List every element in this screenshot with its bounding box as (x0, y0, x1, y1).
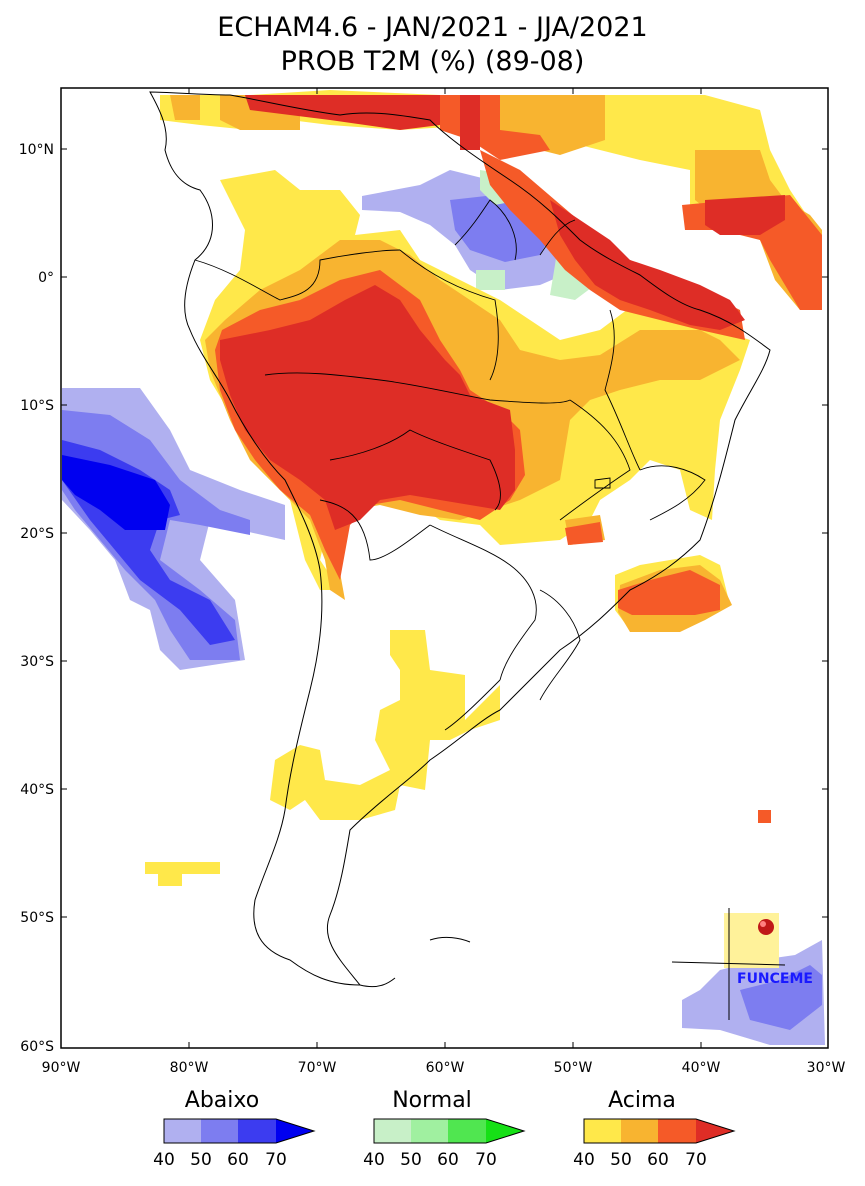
logo-text: FUNCEME (737, 971, 813, 987)
above-region-bolivia-redorange (565, 522, 603, 545)
above-region-north-red (460, 95, 480, 150)
legend-arrow (276, 1119, 314, 1143)
legend-ticks: 40 50 60 70 (573, 1150, 752, 1172)
above-region-caribbean-red (245, 95, 440, 130)
normal-region-small (476, 270, 505, 290)
above-region-patagonia-yellow (145, 862, 220, 886)
lon-label: 40°W (682, 1060, 721, 1076)
lat-label: 60°S (20, 1039, 54, 1055)
legend-ticks: 40 50 60 70 (363, 1150, 542, 1172)
legend-tick: 70 (685, 1150, 707, 1170)
legend-swatch (411, 1119, 448, 1143)
lat-label: 10°S (20, 398, 54, 414)
legend-arrow (696, 1119, 734, 1143)
funceme-logo: FUNCEME (671, 908, 813, 1020)
lon-label: 30°W (807, 1060, 846, 1076)
map-title-line-2: PROB T2M (%) (89-08) (280, 46, 585, 77)
legend-tick: 40 (153, 1150, 175, 1170)
legend-swatch (621, 1119, 658, 1143)
lon-label: 60°W (426, 1060, 465, 1076)
legend-ticks: 40 50 60 70 (153, 1150, 332, 1172)
legend-tick: 40 (363, 1150, 385, 1170)
lon-label: 80°W (170, 1060, 209, 1076)
legend-title: Acima (608, 1088, 676, 1113)
above-region-atlantic-red (705, 195, 785, 235)
lat-label: 20°S (20, 526, 54, 542)
legend-colorbar (373, 1118, 526, 1144)
legend-tick: 60 (437, 1150, 459, 1170)
lat-label: 40°S (20, 782, 54, 798)
legend-tick: 60 (227, 1150, 249, 1170)
above-region-caribbean-yellow (160, 90, 822, 300)
above-region-southatlantic-redorange (618, 570, 720, 615)
country-borders (194, 199, 706, 731)
longitude-labels: 90°W 80°W 70°W 60°W 50°W 40°W 30°W (42, 1060, 846, 1076)
legend-swatch (374, 1119, 411, 1143)
above-region-caribbean-orange (170, 95, 200, 120)
above-region-coast-red (550, 200, 745, 330)
legend-arrow (486, 1119, 524, 1143)
map-title-line-1: ECHAM4.6 - JAN/2021 - JJA/2021 (217, 12, 648, 43)
legend-tick: 70 (475, 1150, 497, 1170)
lat-label: 0° (38, 270, 54, 286)
above-region-south-yellow (270, 630, 500, 820)
below-region-pacific-max (62, 455, 170, 530)
legend-tick: 50 (610, 1150, 632, 1170)
legend-swatch (164, 1119, 201, 1143)
latitude-labels: 10°N 0° 10°S 20°S 30°S 40°S 50°S 60°S (19, 142, 54, 1055)
below-region-atlantic-south-mid (740, 965, 822, 1030)
legend-tick: 40 (573, 1150, 595, 1170)
legend-swatch (584, 1119, 621, 1143)
legend-swatch (658, 1119, 696, 1143)
legend-title: Abaixo (184, 1088, 260, 1113)
lat-label: 50°S (20, 910, 54, 926)
legend-tick: 50 (190, 1150, 212, 1170)
legend-tick: 60 (647, 1150, 669, 1170)
lat-label: 30°S (20, 654, 54, 670)
legend-swatch (448, 1119, 486, 1143)
legend-colorbar (163, 1118, 316, 1144)
legend-tick: 70 (265, 1150, 287, 1170)
above-region-amazon-red (220, 285, 515, 530)
axis-ticks (61, 88, 828, 1048)
lon-label: 50°W (554, 1060, 593, 1076)
lon-label: 70°W (298, 1060, 337, 1076)
probability-shading (62, 90, 825, 1045)
lat-label: 10°N (19, 142, 54, 158)
probability-map: 10°N 0° 10°S 20°S 30°S 40°S 50°S 60°S 90… (19, 87, 846, 1076)
legend-swatch (201, 1119, 238, 1143)
above-region-island-redorange (758, 810, 771, 823)
legend-colorbar (583, 1118, 736, 1144)
coastline (149, 91, 771, 988)
lon-label: 90°W (42, 1060, 81, 1076)
logo-sphere-icon (758, 919, 774, 935)
legend-title: Normal (392, 1088, 472, 1113)
legend-tick: 50 (400, 1150, 422, 1170)
legend-swatch (238, 1119, 276, 1143)
